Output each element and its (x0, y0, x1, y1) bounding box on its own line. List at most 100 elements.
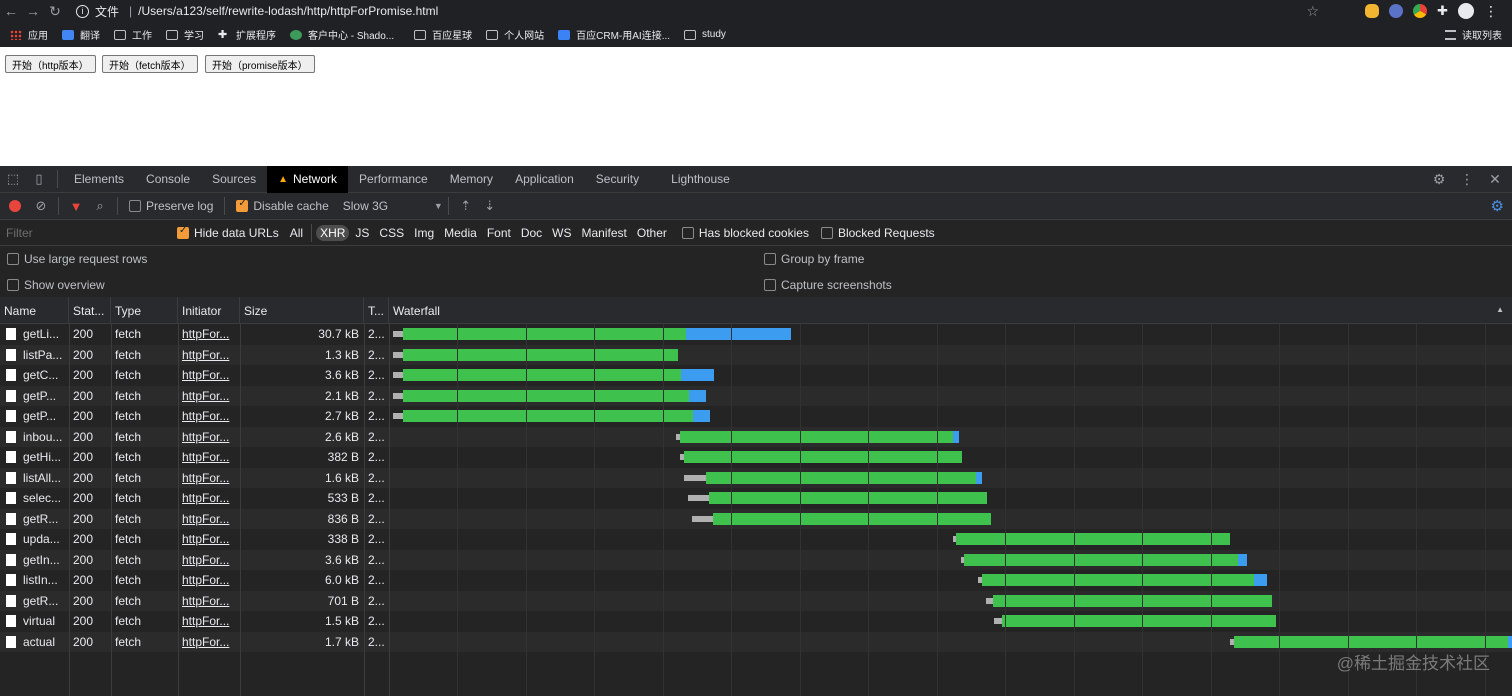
show-overview-checkbox[interactable]: Show overview (7, 278, 105, 292)
back-arrow-icon[interactable]: ← (4, 3, 18, 19)
request-name-cell-text[interactable]: selec... (23, 491, 62, 506)
extension-yellow-icon[interactable] (1365, 4, 1380, 18)
reload-icon[interactable]: ↻ (49, 2, 61, 19)
tab-performance[interactable]: Performance (359, 172, 428, 186)
tab-security[interactable]: Security (595, 172, 640, 186)
checkbox-unchecked[interactable] (129, 200, 141, 212)
disable-cache-checkbox[interactable]: Disable cache (236, 198, 329, 213)
waterfall-waiting-bar[interactable] (680, 430, 953, 443)
waterfall-waiting-bar[interactable] (982, 574, 1254, 587)
chrome-extension-icon[interactable] (1413, 4, 1428, 18)
request-initiator-cell-text[interactable]: httpFor... (182, 409, 230, 424)
column-header-name[interactable]: Name (0, 297, 69, 324)
filter-funnel-icon[interactable]: ▼ (69, 198, 83, 214)
waterfall-waiting-bar[interactable] (403, 389, 689, 402)
table-row[interactable]: upda... 200 fetch httpFor... 338 B 2... (0, 529, 1512, 550)
waterfall-download-bar[interactable] (686, 328, 791, 341)
filter-type-img[interactable]: Img (414, 225, 435, 240)
hide-data-urls-checkbox[interactable]: Hide data URLs (177, 225, 279, 240)
table-row[interactable]: listPa... 200 fetch httpFor... 1.3 kB 2... (0, 344, 1512, 365)
waterfall-download-bar[interactable] (689, 389, 706, 402)
checkbox-unchecked[interactable] (820, 226, 833, 239)
start-fetch-button[interactable]: 开始（fetch版本） (102, 55, 198, 73)
tab-memory[interactable]: Memory (449, 172, 494, 186)
waterfall-waiting-bar[interactable] (403, 369, 681, 382)
waterfall-queue-bar[interactable] (953, 536, 956, 543)
waterfall-queue-bar[interactable] (393, 331, 403, 338)
table-row[interactable]: virtual 200 fetch httpFor... 1.5 kB 2... (0, 611, 1512, 632)
waterfall-download-bar[interactable] (681, 369, 714, 382)
table-row[interactable]: getC... 200 fetch httpFor... 3.6 kB 2... (0, 365, 1512, 386)
waterfall-download-bar[interactable] (693, 410, 710, 423)
has-blocked-cookies-checkbox[interactable]: Has blocked cookies (681, 226, 809, 240)
waterfall-download-bar[interactable] (953, 430, 959, 443)
filter-type-font[interactable]: Font (486, 225, 511, 240)
waterfall-download-bar[interactable] (1254, 574, 1267, 587)
bookmark-extensions[interactable]: ✚ 扩展程序 (218, 28, 276, 43)
table-row[interactable]: getR... 200 fetch httpFor... 836 B 2... (0, 508, 1512, 529)
waterfall-queue-bar[interactable] (1230, 638, 1234, 645)
table-row[interactable]: getP... 200 fetch httpFor... 2.7 kB 2... (0, 406, 1512, 427)
waterfall-waiting-bar[interactable] (403, 328, 686, 341)
request-name-cell-text[interactable]: getLi... (23, 327, 60, 342)
column-header-status[interactable]: Stat... (69, 297, 111, 324)
devtools-settings-gear-icon[interactable]: ⚙ (1432, 170, 1446, 187)
filter-type-css[interactable]: CSS (379, 225, 405, 240)
waterfall-queue-bar[interactable] (676, 433, 680, 440)
request-name-cell-text[interactable]: upda... (23, 532, 60, 547)
search-icon[interactable]: ⌕ (96, 198, 104, 213)
column-header-time[interactable]: T... (364, 297, 389, 324)
request-initiator-cell-text[interactable]: httpFor... (182, 470, 230, 485)
checkbox-unchecked[interactable] (764, 253, 776, 265)
waterfall-queue-bar[interactable] (994, 618, 1002, 625)
record-icon[interactable] (9, 200, 21, 212)
filter-type-media[interactable]: Media (444, 225, 477, 240)
waterfall-queue-bar[interactable] (961, 556, 964, 563)
sort-ascending-icon[interactable]: ▲ (1496, 305, 1504, 314)
request-initiator-cell-text[interactable]: httpFor... (182, 368, 230, 383)
reading-list-button[interactable]: 读取列表 (1445, 27, 1502, 42)
table-row[interactable]: listIn... 200 fetch httpFor... 6.0 kB 2... (0, 570, 1512, 591)
filter-type-xhr[interactable]: XHR (316, 224, 350, 241)
request-initiator-cell-text[interactable]: httpFor... (182, 511, 230, 526)
table-row[interactable]: getHi... 200 fetch httpFor... 382 B 2... (0, 447, 1512, 468)
request-initiator-cell-text[interactable]: httpFor... (182, 634, 230, 649)
tab-lighthouse[interactable]: Lighthouse (671, 172, 730, 186)
waterfall-waiting-bar[interactable] (956, 533, 1230, 546)
column-header-type[interactable]: Type (111, 297, 178, 324)
filter-type-ws[interactable]: WS (552, 225, 572, 240)
waterfall-queue-bar[interactable] (393, 413, 403, 420)
checkbox-unchecked[interactable] (681, 226, 694, 239)
tab-sources[interactable]: Sources (212, 172, 257, 186)
bookmark-folder-personal[interactable]: 个人网站 (486, 27, 544, 42)
request-initiator-cell-text[interactable]: httpFor... (182, 532, 230, 547)
request-initiator-cell-text[interactable]: httpFor... (182, 327, 230, 342)
request-name-cell-text[interactable]: getIn... (23, 552, 60, 567)
extensions-puzzle-icon[interactable]: ✚ (1437, 3, 1448, 18)
large-rows-checkbox[interactable]: Use large request rows (7, 252, 147, 266)
checkbox-unchecked[interactable] (7, 253, 19, 265)
waterfall-queue-bar[interactable] (684, 474, 706, 481)
request-name-cell-text[interactable]: getHi... (23, 450, 62, 465)
bookmark-translate[interactable]: 翻译 (62, 27, 100, 42)
waterfall-queue-bar[interactable] (688, 495, 709, 502)
request-initiator-cell-text[interactable]: httpFor... (182, 429, 230, 444)
inspect-element-icon[interactable]: ⬚ (6, 171, 20, 186)
bookmark-crm[interactable]: 百应CRM-用AI连接... (558, 27, 670, 42)
request-initiator-cell-text[interactable]: httpFor... (182, 450, 230, 465)
request-name-cell-text[interactable]: actual (23, 634, 56, 649)
waterfall-queue-bar[interactable] (978, 577, 982, 584)
capture-screenshots-checkbox[interactable]: Capture screenshots (764, 278, 892, 292)
waterfall-queue-bar[interactable] (393, 372, 403, 379)
request-name-cell-text[interactable]: virtual (23, 614, 56, 629)
blocked-requests-checkbox[interactable]: Blocked Requests (820, 226, 935, 240)
bookmark-folder-study-en[interactable]: study (684, 29, 726, 40)
waterfall-waiting-bar[interactable] (684, 451, 962, 464)
request-name-cell-text[interactable]: getC... (23, 368, 59, 383)
checkbox-unchecked[interactable] (764, 279, 776, 291)
request-initiator-cell-text[interactable]: httpFor... (182, 593, 230, 608)
table-row[interactable]: actual 200 fetch httpFor... 1.7 kB 2... (0, 631, 1512, 652)
close-icon[interactable]: ✕ (1489, 170, 1501, 187)
star-icon[interactable]: ☆ (1306, 2, 1320, 19)
filter-type-js[interactable]: JS (355, 225, 370, 240)
